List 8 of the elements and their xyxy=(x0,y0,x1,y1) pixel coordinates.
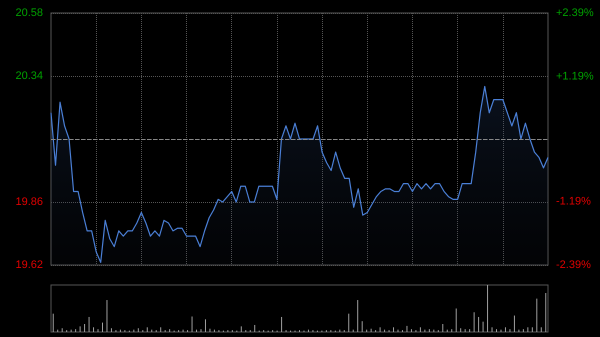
y2-tick-label: +2.39% xyxy=(556,7,594,19)
y-tick-label: 20.34 xyxy=(15,70,43,82)
y-tick-label: 19.86 xyxy=(15,196,43,208)
y-tick-label: 19.62 xyxy=(15,259,43,271)
y2-tick-label: +1.19% xyxy=(556,70,594,82)
y-tick-label: 20.58 xyxy=(15,7,43,19)
y2-tick-label: -1.19% xyxy=(556,196,592,208)
y2-tick-label: -2.39% xyxy=(556,259,592,271)
